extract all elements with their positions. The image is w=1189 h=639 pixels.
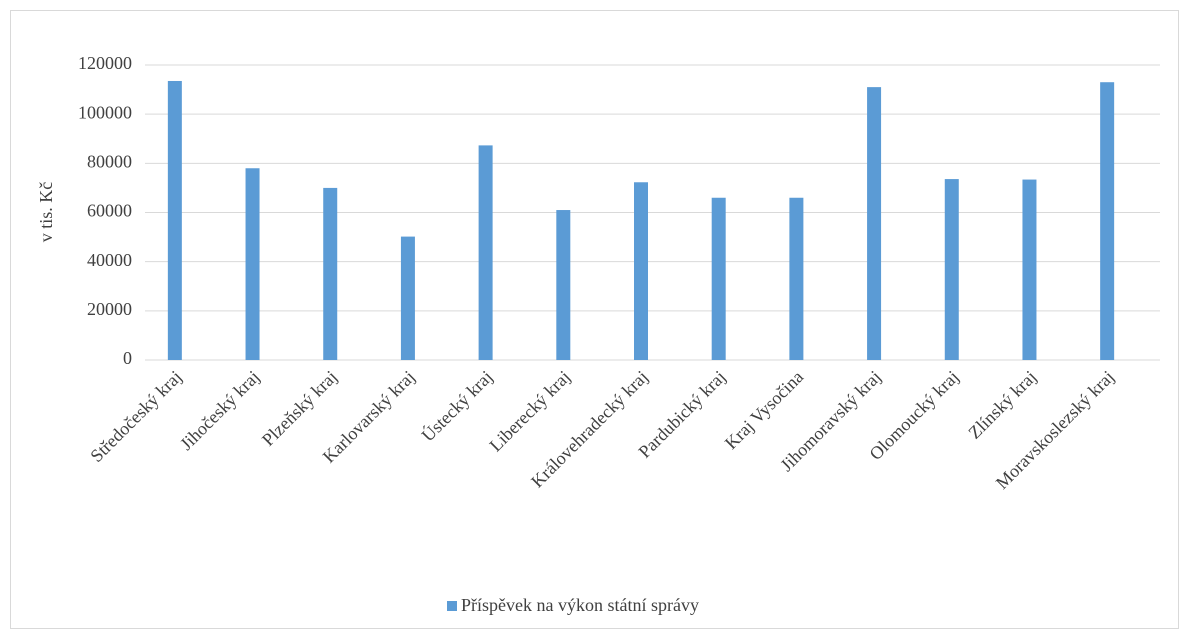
y-tick-label: 100000 [78,102,132,122]
bar [478,145,493,360]
bar [867,87,882,360]
y-tick-label: 80000 [87,151,132,171]
chart-border [10,10,1179,629]
legend-label: Příspěvek na výkon státní správy [461,595,699,615]
bar [944,179,959,360]
y-tick-label: 0 [123,348,132,368]
y-tick-label: 60000 [87,201,132,221]
bar [167,80,182,361]
bar [634,182,648,360]
bar [1022,179,1037,360]
bar [1100,82,1115,360]
bar [245,168,260,360]
bar [711,197,726,360]
bar [556,210,571,360]
legend-swatch [447,601,457,611]
y-tick-label: 40000 [87,250,132,270]
y-tick-label: 120000 [78,53,132,73]
y-axis-label: v tis. Kč [36,182,56,243]
bar [789,197,804,360]
y-tick-label: 20000 [87,299,132,319]
bar [400,236,415,360]
bar [323,187,338,360]
